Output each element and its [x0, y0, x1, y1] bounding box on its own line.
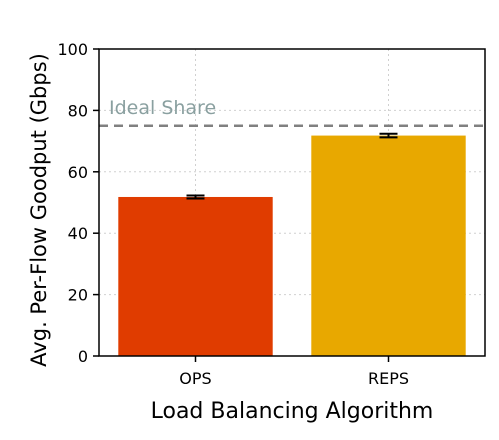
y-axis-title: Avg. Per-Flow Goodput (Gbps)	[27, 53, 51, 367]
bar-reps	[311, 135, 466, 356]
y-tick-label: 60	[68, 163, 88, 182]
y-tick-label: 80	[68, 101, 88, 120]
x-axis-title: Load Balancing Algorithm	[151, 399, 434, 424]
x-axis-ticks: OPS REPS	[179, 356, 409, 388]
y-tick-label: 40	[68, 224, 88, 243]
ideal-share-label: Ideal Share	[109, 97, 216, 119]
bar-ops	[118, 196, 273, 356]
y-tick-label: 20	[68, 286, 88, 305]
plot-frame	[98, 48, 486, 357]
bars	[118, 135, 466, 356]
x-tick-label-reps: REPS	[368, 369, 409, 388]
error-bars	[186, 132, 398, 200]
y-tick-label: 100	[57, 40, 88, 59]
y-tick-label: 0	[78, 347, 88, 366]
x-tick-label-ops: OPS	[179, 369, 211, 388]
y-axis-ticks: 0 20 40 60 80 100	[57, 40, 99, 366]
